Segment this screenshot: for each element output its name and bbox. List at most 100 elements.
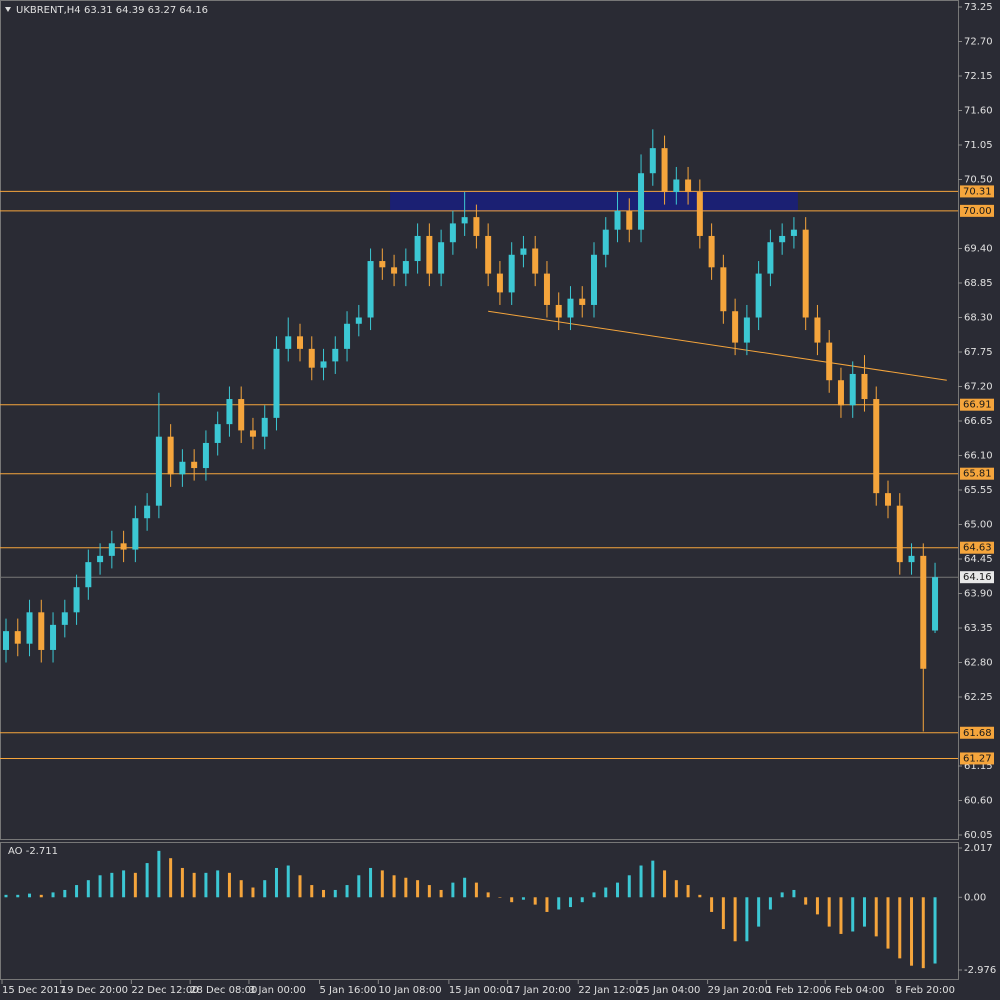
candle-body (696, 192, 703, 236)
y-tick-label: 71.05 (964, 140, 993, 151)
level-tag (960, 204, 994, 217)
candle-body (273, 348, 280, 418)
ao-bar (180, 867, 184, 898)
ao-bar (439, 889, 443, 898)
dropdown-icon[interactable] (5, 7, 11, 12)
level-label: 70.00 (963, 206, 992, 217)
y-tick-label: 64.45 (964, 554, 993, 565)
ao-bar (122, 870, 126, 898)
candle-body (532, 248, 539, 274)
candle-body (920, 555, 927, 669)
ao-bar (298, 875, 302, 898)
ao-bar (815, 897, 819, 915)
candle-body (755, 273, 762, 318)
candle-body (108, 543, 115, 556)
candle-body (790, 229, 797, 236)
y-tick-label: 62.25 (964, 692, 993, 703)
y-tick-label: 61.15 (964, 761, 993, 772)
ao-bar (580, 897, 584, 903)
ao-bar (192, 872, 196, 898)
candle-body (732, 311, 739, 343)
ao-bar (933, 897, 937, 964)
level-label: 61.68 (963, 728, 992, 739)
ao-bar (898, 897, 902, 959)
candle-body (26, 612, 33, 644)
candle-body (426, 235, 433, 274)
ao-bar (75, 885, 79, 898)
ao-bar (910, 897, 914, 966)
candle-body (355, 317, 362, 324)
ao-bar (239, 880, 243, 898)
candle-body (367, 261, 374, 318)
candle-body (508, 254, 515, 293)
ao-bar (463, 877, 467, 898)
ao-bar (674, 880, 678, 898)
candle-body (685, 179, 692, 193)
y-tick-label: 67.20 (964, 382, 993, 393)
candle-body (861, 373, 868, 400)
candle-body (379, 261, 386, 268)
level-tag (960, 726, 994, 739)
ao-bar (568, 897, 572, 908)
x-tick-label: 25 Jan 04:00 (637, 985, 700, 996)
candle-body (638, 173, 645, 230)
candle-body (73, 587, 80, 613)
candle-body (3, 631, 9, 650)
candle-body (779, 235, 786, 243)
ao-bar (639, 865, 643, 898)
ao-bar (486, 892, 490, 898)
ao-bar (757, 897, 761, 927)
ao-bar (663, 870, 667, 898)
candle-body (97, 555, 104, 563)
candle-body (320, 361, 327, 368)
ao-bar (263, 880, 267, 898)
ao-bar (39, 894, 43, 898)
candle-body (837, 380, 844, 406)
candle-body (249, 430, 256, 437)
zone (390, 191, 798, 211)
candle-body (297, 336, 303, 349)
ao-bar (110, 872, 114, 898)
ao-bar (4, 894, 8, 898)
y-tick-label: 68.30 (964, 313, 993, 324)
y-tick-label: 68.85 (964, 278, 993, 289)
y-tick-label: 69.40 (964, 244, 993, 255)
x-tick-label: 15 Jan 00:00 (449, 985, 512, 996)
trendline (488, 310, 947, 381)
ao-title: AO -2.711 (8, 846, 58, 857)
ao-bar (157, 850, 161, 898)
ao-bar (380, 870, 384, 898)
candle-body (344, 323, 351, 349)
candle-body (461, 217, 468, 224)
candle-body (438, 242, 445, 274)
candle-body (932, 577, 939, 631)
x-tick-label: 29 Jan 20:00 (708, 985, 771, 996)
ao-bar (921, 897, 925, 969)
candle-body (567, 298, 574, 318)
ao-bar (733, 897, 737, 942)
candle-body (485, 235, 492, 274)
ao-bar (345, 885, 349, 898)
x-tick-label: 8 Feb 20:00 (896, 985, 955, 996)
candle-body (449, 223, 456, 243)
ao-bar (851, 897, 855, 932)
candle-body (50, 624, 57, 650)
candle-body (649, 148, 656, 174)
symbol-title: UKBRENT,H4 (16, 5, 81, 16)
ao-y-tick-label: 0.00 (964, 892, 986, 903)
candle-body (155, 436, 162, 506)
level-tag (960, 541, 994, 554)
y-tick-label: 60.60 (964, 796, 993, 807)
current-price-label: 64.16 (963, 572, 992, 583)
y-tick-label: 72.15 (964, 71, 993, 82)
ao-bar (322, 889, 326, 898)
y-tick-label: 67.75 (964, 347, 993, 358)
ao-bar (357, 875, 361, 898)
y-tick-label: 60.05 (964, 830, 993, 841)
candle-body (908, 555, 915, 563)
ao-bar (804, 897, 808, 905)
ao-bar (627, 875, 631, 898)
ao-bar (698, 894, 702, 898)
ao-bar (498, 897, 502, 898)
ao-bar (251, 887, 255, 898)
